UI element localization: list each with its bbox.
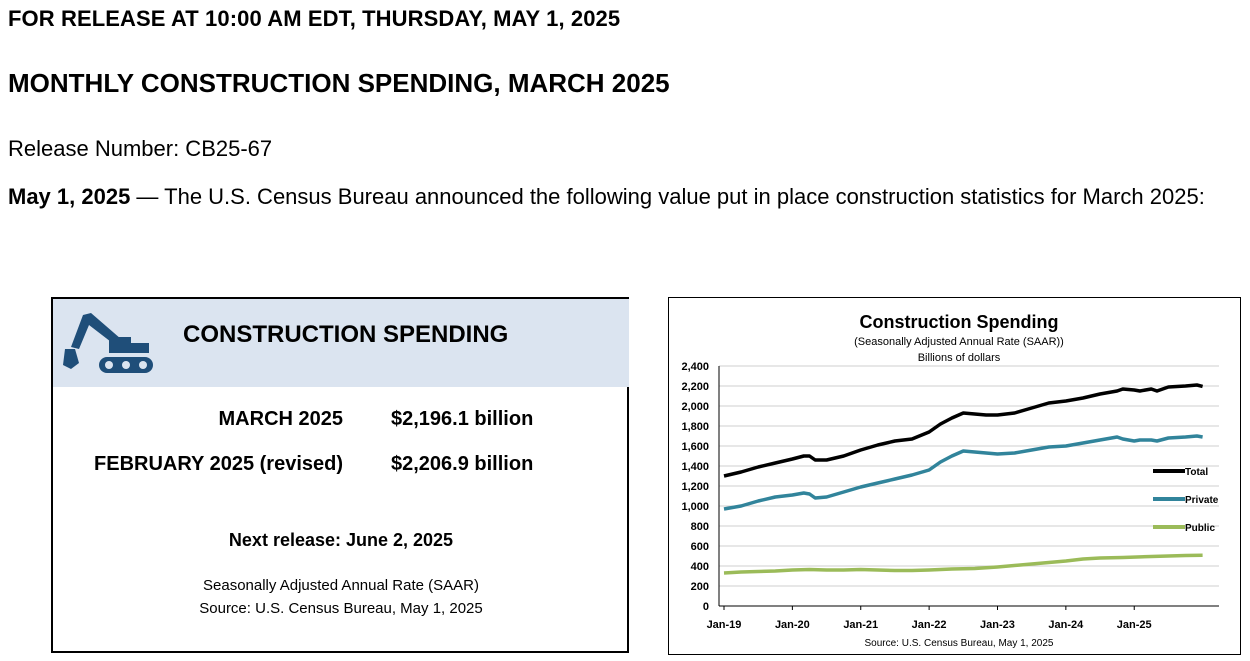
excavator-icon (63, 313, 153, 373)
line-chart: Construction Spending (Seasonally Adjust… (681, 312, 1219, 649)
y-tick-label: 1,000 (681, 501, 709, 513)
chart-title: Construction Spending (860, 312, 1059, 332)
previous-month-value: $2,206.9 billion (391, 453, 534, 475)
x-tick-label: Jan-24 (1048, 619, 1084, 631)
saar-note: Seasonally Adjusted Annual Rate (SAAR) (203, 577, 479, 594)
release-time: FOR RELEASE AT 10:00 AM EDT, THURSDAY, M… (8, 6, 621, 31)
legend-label-private: Private (1185, 495, 1219, 506)
series-line-private (723, 434, 1203, 511)
y-tick-label: 2,400 (681, 361, 709, 373)
chart-subtitle: (Seasonally Adjusted Annual Rate (SAAR)) (854, 336, 1064, 348)
source-note: Source: U.S. Census Bureau, May 1, 2025 (199, 600, 483, 617)
y-tick-label: 200 (691, 581, 709, 593)
y-tick-label: 800 (691, 521, 709, 533)
announcement: May 1, 2025 — The U.S. Census Bureau ann… (8, 181, 1233, 213)
series-line-public (723, 553, 1203, 575)
x-tick-label: Jan-21 (843, 619, 878, 631)
summary-title: CONSTRUCTION SPENDING (183, 321, 509, 348)
x-tick-label: Jan-22 (912, 619, 947, 631)
y-tick-label: 1,400 (681, 461, 709, 473)
series-line-total (723, 383, 1204, 478)
announcement-date: May 1, 2025 (8, 184, 131, 209)
y-tick-label: 2,200 (681, 381, 709, 393)
chart-source: Source: U.S. Census Bureau, May 1, 2025 (865, 638, 1054, 649)
y-tick-label: 2,000 (681, 401, 709, 413)
construction-spending-summary: CONSTRUCTION SPENDING MARCH 2025 $2,196.… (51, 297, 629, 653)
release-number: Release Number: CB25-67 (8, 136, 273, 161)
x-tick-label: Jan-23 (980, 619, 1015, 631)
legend-label-public: Public (1185, 523, 1215, 534)
construction-spending-chart: Construction Spending (Seasonally Adjust… (668, 297, 1241, 655)
y-tick-label: 0 (703, 601, 709, 613)
legend-label-total: Total (1185, 467, 1208, 478)
current-month-value: $2,196.1 billion (391, 408, 534, 430)
previous-month-label: FEBRUARY 2025 (revised) (94, 453, 343, 475)
x-tick-label: Jan-20 (775, 619, 810, 631)
y-tick-label: 600 (691, 541, 709, 553)
chart-ylabel: Billions of dollars (918, 352, 1001, 364)
x-tick-label: Jan-19 (707, 619, 742, 631)
summary-header: CONSTRUCTION SPENDING (53, 299, 629, 387)
page-title: MONTHLY CONSTRUCTION SPENDING, MARCH 202… (8, 68, 670, 98)
y-tick-label: 1,200 (681, 481, 709, 493)
next-release: Next release: June 2, 2025 (228, 530, 454, 550)
x-tick-label: Jan-25 (1117, 619, 1152, 631)
current-month-label: MARCH 2025 (218, 408, 343, 430)
y-tick-label: 1,600 (681, 441, 709, 453)
y-tick-label: 400 (691, 561, 709, 573)
announcement-text: — The U.S. Census Bureau announced the f… (130, 184, 1205, 209)
y-tick-label: 1,800 (681, 421, 709, 433)
